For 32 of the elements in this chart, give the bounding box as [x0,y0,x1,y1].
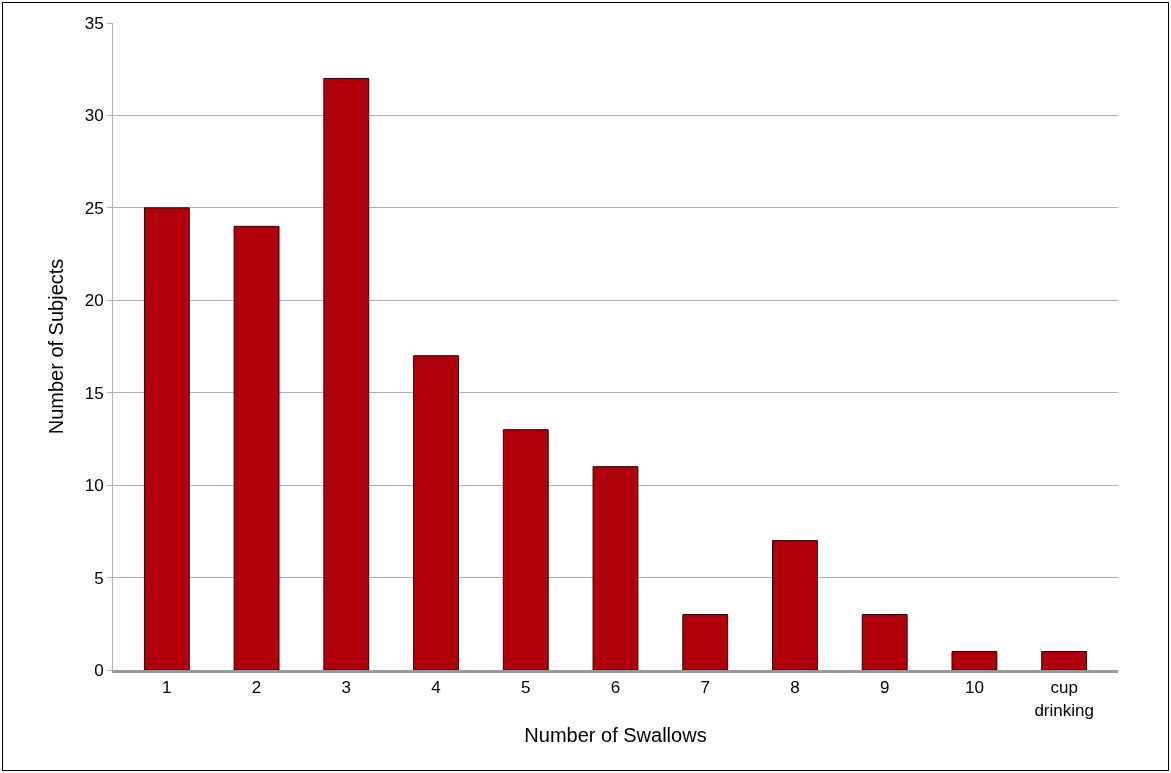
y-tick-label: 30 [84,106,104,126]
x-tick-label: 8 [790,678,800,698]
bar [772,540,818,670]
x-axis-title: Number of Swallows [524,724,707,746]
y-tick-label: 35 [84,13,104,33]
x-tick-label: 4 [431,678,441,698]
bar [1041,651,1088,670]
y-tick-label: 20 [84,291,104,311]
x-tick-label: 5 [521,678,531,698]
bar [413,355,459,670]
x-tick-label: 9 [879,678,890,698]
bar [143,207,190,670]
y-tick-label: 0 [94,660,104,680]
x-tick-label: 6 [610,678,621,698]
x-tick-label: 2 [251,678,262,698]
bar [951,651,998,670]
bar [861,614,908,670]
bar [323,77,370,670]
x-tick-label: cup drinking [1034,678,1094,720]
bar [682,614,729,670]
x-tick-label: 1 [162,678,172,698]
y-axis-title: Number of Subjects [45,258,67,435]
y-tick-label: 10 [84,476,104,496]
y-tick-label: 5 [94,568,104,588]
bar [502,429,549,670]
bar [233,225,280,670]
y-tick-label: 15 [84,383,104,403]
x-tick-label: 3 [341,678,352,698]
x-tick-label: 10 [964,678,984,698]
bar [592,466,639,670]
x-tick-label: 7 [700,678,710,698]
y-tick-label: 25 [84,198,104,218]
